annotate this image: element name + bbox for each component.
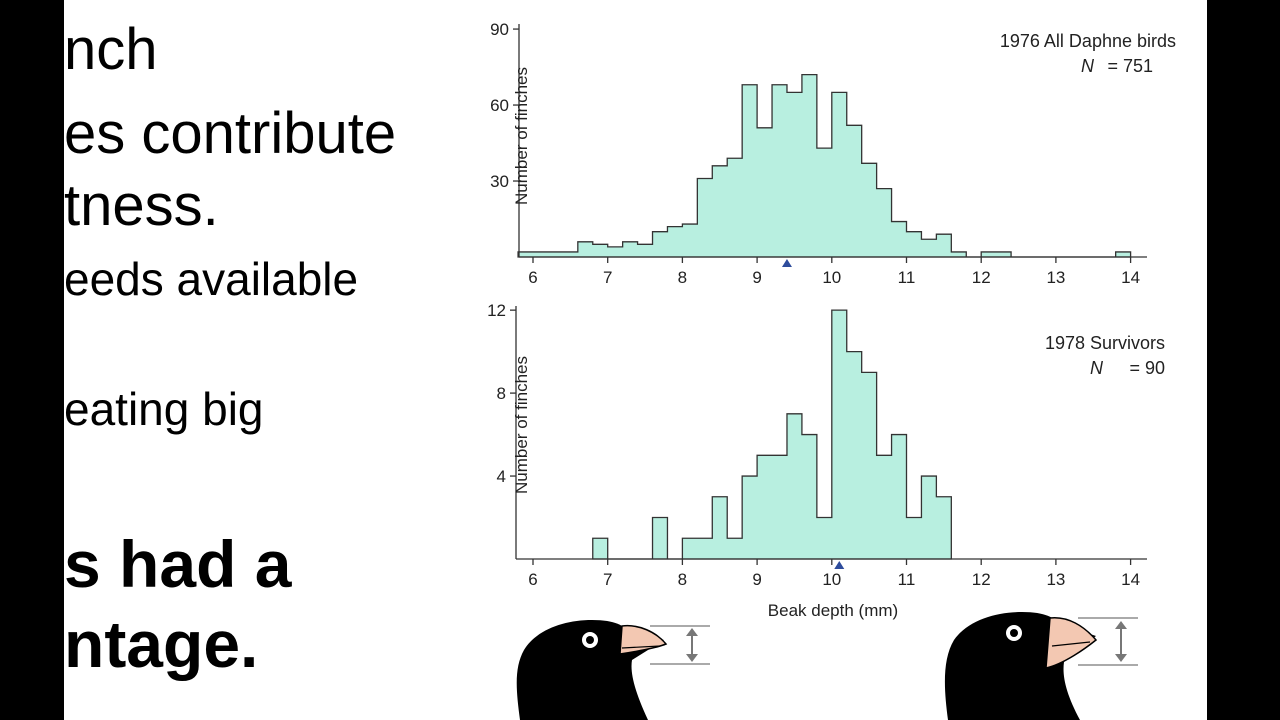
histogram-1976-bars [517, 74, 1132, 258]
x-tick-label: 14 [1121, 268, 1140, 287]
chart-annotation-n-value: = 751 [1107, 56, 1153, 76]
x-tick-label: 14 [1121, 570, 1140, 589]
finch-small-beak-illustration [516, 620, 710, 720]
x-tick-label: 11 [898, 268, 916, 287]
x-tick-label: 7 [603, 570, 612, 589]
chart-annotation-n-label: N [1090, 358, 1104, 378]
chart-annotation-title: 1976 All Daphne birds [1000, 31, 1176, 51]
chart-annotation-n-label: N [1081, 56, 1095, 76]
slide-text-line-2: es contribute [64, 101, 397, 166]
y-tick-label: 8 [497, 384, 506, 403]
slide-text-line-6: s had a [64, 527, 292, 601]
x-tick-label: 11 [898, 570, 916, 589]
x-tick-label: 9 [752, 570, 761, 589]
y-axis-label: Number of finches [512, 67, 531, 205]
x-tick-label: 12 [972, 570, 991, 589]
slide-text-line-3: tness. [64, 173, 219, 238]
y-tick-label: 30 [490, 172, 509, 191]
x-tick-label: 13 [1046, 268, 1065, 287]
slide: nch es contribute tness. eeds available … [64, 0, 1207, 720]
x-axis-label: Beak depth (mm) [768, 601, 898, 620]
x-tick-label: 10 [822, 268, 841, 287]
chart-annotation-n-value: = 90 [1129, 358, 1165, 378]
x-tick-label: 9 [752, 268, 761, 287]
slide-text-line-4: eeds available [64, 253, 359, 305]
y-tick-label: 90 [490, 20, 509, 39]
y-tick-label: 4 [497, 467, 506, 486]
x-tick-label: 12 [972, 268, 991, 287]
histogram-1978: 6 7 8 9 10 11 12 13 14 4 8 12 Number of finches Be… [487, 301, 1165, 620]
x-tick-label: 6 [528, 570, 537, 589]
x-tick-label: 13 [1046, 570, 1065, 589]
slide-text-line-7: ntage. [64, 607, 259, 681]
y-axis-label: Number of finches [512, 356, 531, 494]
x-tick-label: 8 [678, 570, 687, 589]
slide-text-line-5: eating big [64, 383, 264, 435]
y-tick-label: 12 [487, 301, 506, 320]
y-tick-label: 60 [490, 96, 509, 115]
histogram-1978-bars [592, 309, 952, 560]
finch-large-beak-illustration [944, 612, 1138, 720]
mean-marker [834, 561, 845, 569]
x-tick-label: 10 [822, 570, 841, 589]
mean-marker [781, 259, 792, 267]
x-tick-label: 8 [678, 268, 687, 287]
chart-annotation-title: 1978 Survivors [1045, 333, 1165, 353]
x-tick-label: 6 [528, 268, 537, 287]
x-tick-label: 7 [603, 268, 612, 287]
slide-text-line-1: nch [64, 17, 158, 82]
